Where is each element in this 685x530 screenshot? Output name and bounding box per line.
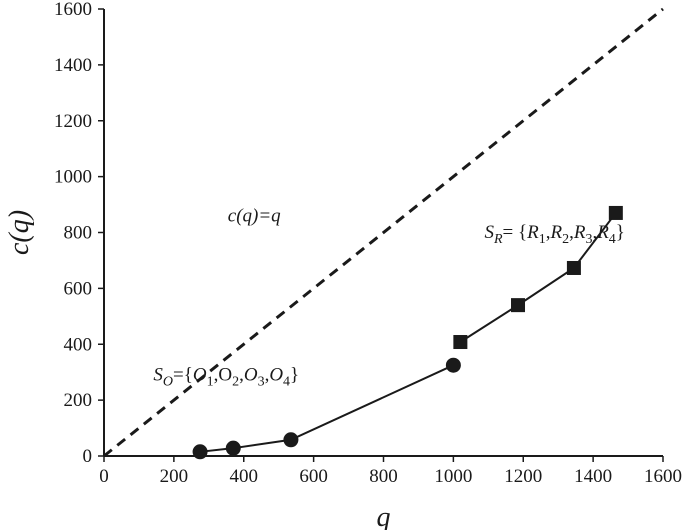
series-line-1 xyxy=(199,364,454,453)
y-tick-label: 1400 xyxy=(54,55,92,76)
y-ticks: 0 200 400 600 800 1000 1200 1400 1600 xyxy=(54,0,104,467)
x-tick-label: 1600 xyxy=(644,466,682,487)
x-tick-label: 400 xyxy=(230,466,259,487)
set-r-label: SR= {R1,R2,R3,R4} xyxy=(484,222,624,247)
circle-point xyxy=(445,357,461,373)
identity-dashed-line xyxy=(103,7,664,458)
square-point xyxy=(608,205,623,220)
x-tick-label: 0 xyxy=(99,466,109,487)
y-axis-title: c(q) xyxy=(4,210,35,255)
y-tick-label: 400 xyxy=(64,334,93,355)
square-point xyxy=(453,335,468,350)
square-point xyxy=(566,260,581,275)
axes: 0 200 400 600 800 1000 1200 1400 1600 0 200 400 600… xyxy=(54,0,682,487)
y-tick-label: 0 xyxy=(83,446,93,467)
square-point xyxy=(511,298,526,313)
x-tick-label: 1400 xyxy=(574,466,612,487)
y-tick-label: 1200 xyxy=(54,111,92,132)
y-tick-label: 200 xyxy=(64,390,93,411)
x-ticks: 0 200 400 600 800 1000 1200 1400 1600 xyxy=(99,456,682,487)
series-line-2 xyxy=(459,212,617,343)
x-tick-label: 1000 xyxy=(434,466,472,487)
plot-marks xyxy=(103,7,664,460)
x-axis-title: q xyxy=(377,502,391,530)
x-tick-label: 600 xyxy=(299,466,328,487)
y-tick-label: 800 xyxy=(64,223,93,244)
identity-label: c(q)=q xyxy=(228,205,281,226)
circle-point xyxy=(225,440,241,456)
y-tick-label: 600 xyxy=(64,278,93,299)
x-tick-label: 800 xyxy=(369,466,398,487)
circle-point xyxy=(192,444,208,460)
y-tick-label: 1600 xyxy=(54,0,92,20)
annotations: c(q)=q SO={O1,O2,O3,O4} SR= {R1,R2,R3,R4} xyxy=(153,205,625,389)
x-tick-label: 200 xyxy=(160,466,189,487)
circle-point xyxy=(283,432,299,448)
set-o-label: SO={O1,O2,O3,O4} xyxy=(153,365,299,390)
x-tick-label: 1200 xyxy=(504,466,542,487)
y-tick-label: 1000 xyxy=(54,167,92,188)
